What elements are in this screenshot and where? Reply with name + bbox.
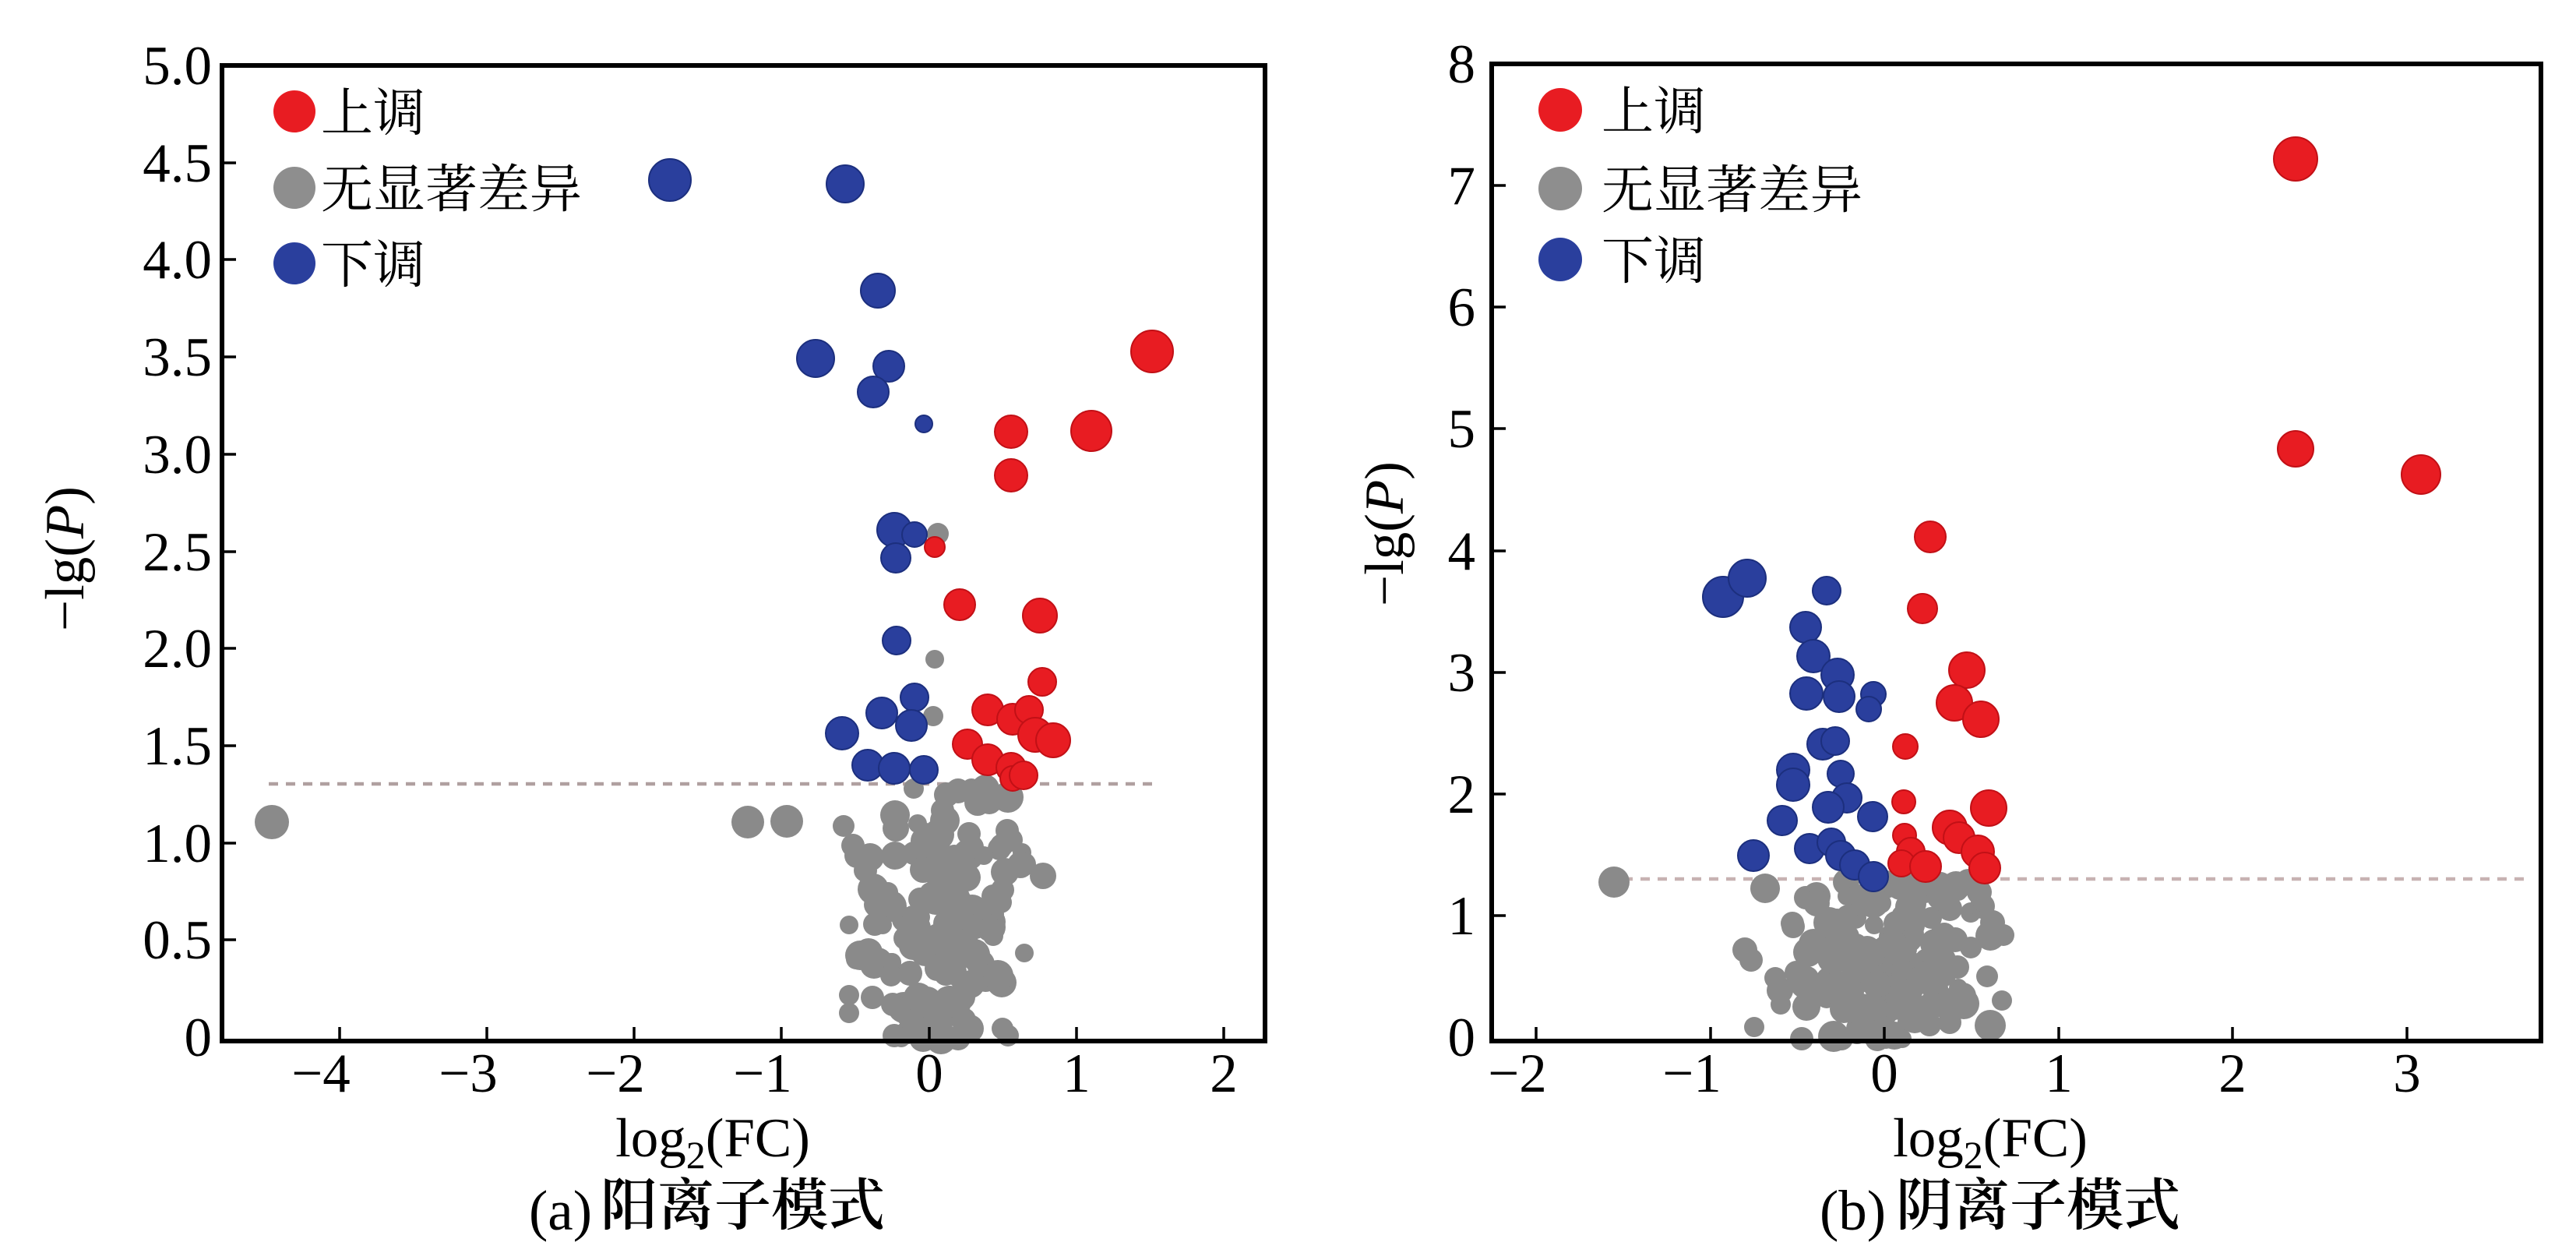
svg-text:4.5: 4.5 (143, 133, 212, 194)
svg-text:2: 2 (2218, 1043, 2247, 1104)
svg-text:−1: −1 (1662, 1043, 1721, 1104)
svg-text:−lg(P): −lg(P) (1355, 461, 1415, 606)
svg-text:−2: −2 (586, 1043, 645, 1104)
svg-text:−1: −1 (733, 1043, 792, 1104)
svg-text:−2: −2 (1488, 1043, 1547, 1104)
svg-text:−3: −3 (439, 1043, 498, 1104)
svg-text:0: 0 (1870, 1043, 1898, 1104)
svg-text:(a): (a) (529, 1179, 592, 1242)
svg-text:1.0: 1.0 (143, 814, 212, 874)
svg-text:3.5: 3.5 (143, 327, 212, 388)
svg-text:2: 2 (1210, 1043, 1238, 1104)
svg-text:0: 0 (915, 1043, 943, 1104)
svg-text:1: 1 (2045, 1043, 2073, 1104)
svg-text:4.0: 4.0 (143, 230, 212, 291)
svg-text:0: 0 (1448, 1008, 1476, 1068)
svg-text:6: 6 (1448, 277, 1476, 338)
svg-text:3: 3 (2393, 1043, 2421, 1104)
svg-text:5.0: 5.0 (143, 36, 212, 97)
svg-text:4: 4 (1448, 521, 1476, 582)
svg-text:3.0: 3.0 (143, 425, 212, 485)
svg-text:−lg(P): −lg(P) (35, 486, 96, 631)
svg-text:2: 2 (1448, 764, 1476, 825)
svg-text:log2(FC): log2(FC) (1893, 1108, 2088, 1177)
svg-text:−4: −4 (291, 1043, 351, 1104)
svg-text:5: 5 (1448, 399, 1476, 460)
svg-text:1: 1 (1448, 886, 1476, 947)
svg-text:2.0: 2.0 (143, 619, 212, 679)
svg-text:3: 3 (1448, 643, 1476, 704)
svg-text:7: 7 (1448, 156, 1476, 217)
svg-text:log2(FC): log2(FC) (615, 1108, 810, 1177)
svg-text:1: 1 (1062, 1043, 1091, 1104)
svg-text:(b): (b) (1820, 1179, 1886, 1242)
svg-text:0.5: 0.5 (143, 910, 212, 971)
svg-text:8: 8 (1448, 34, 1476, 95)
svg-text:2.5: 2.5 (143, 522, 212, 583)
svg-text:1.5: 1.5 (143, 716, 212, 777)
svg-text:0: 0 (185, 1008, 213, 1068)
